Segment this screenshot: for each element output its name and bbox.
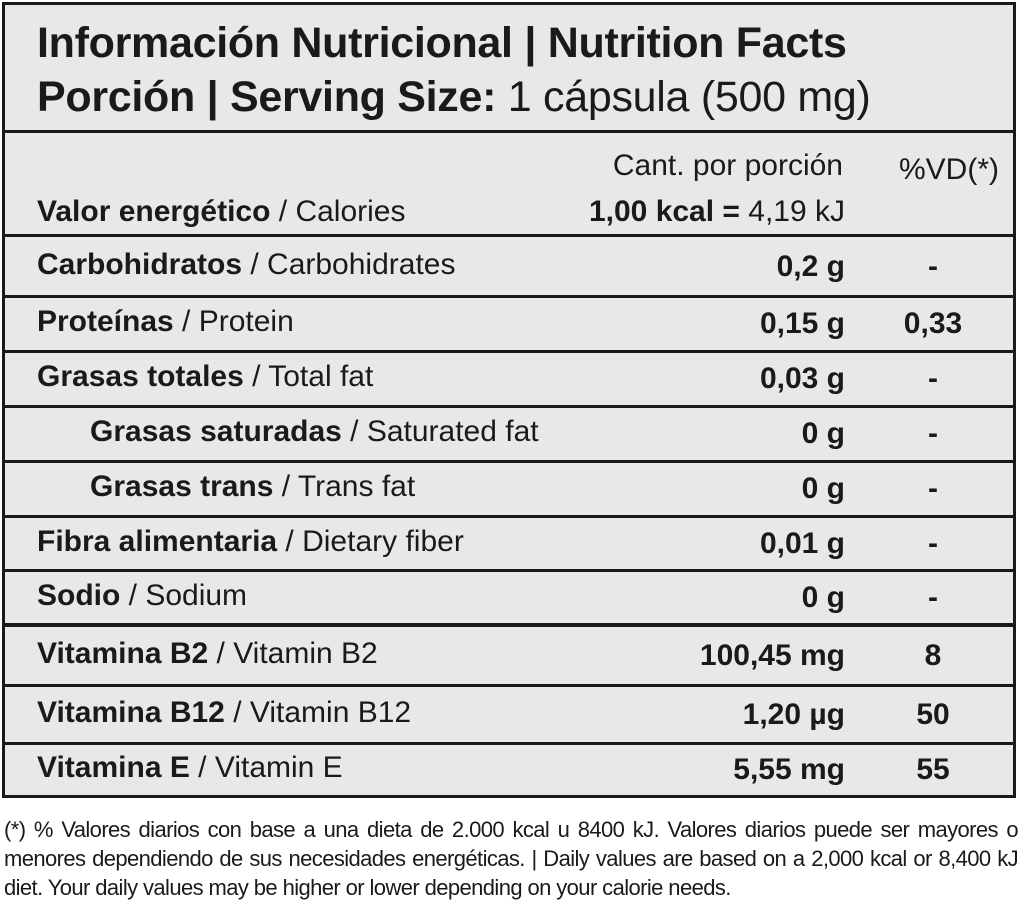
nutrient-name: Vitamina E / Vitamin E — [37, 750, 343, 784]
nutrient-row-saturated-fat: Grasas saturadas / Saturated fat 0 g - — [5, 408, 1013, 463]
nutrient-row-protein: Proteínas / Protein 0,15 g 0,33 — [5, 298, 1013, 353]
serving-size-label: Porción | Serving Size: — [37, 73, 497, 121]
nutrient-row-dietary-fiber: Fibra alimentaria / Dietary fiber 0,01 g… — [5, 518, 1013, 572]
nutrient-name: Grasas saturadas / Saturated fat — [90, 414, 539, 448]
daily-value-footnote: (*) % Valores diarios con base a una die… — [4, 817, 1019, 900]
nutrient-dv: - — [928, 362, 938, 395]
nutrient-amount: 0,01 g — [759, 526, 845, 560]
nutrient-amount: 1,20 µg — [742, 697, 845, 731]
nutrient-amount: 100,45 mg — [699, 638, 845, 672]
nutrient-dv: 0,33 — [903, 307, 963, 340]
nutrient-row-vitamin-b12: Vitamina B12 / Vitamin B12 1,20 µg 50 — [5, 687, 1013, 745]
nutrient-dv: 50 — [916, 697, 950, 731]
nutrient-amount: 0 g — [801, 417, 845, 450]
energy-name-es: Valor energético — [37, 195, 271, 228]
dv-column-header: %VD(*) — [898, 153, 999, 186]
nutrient-row-total-fat: Grasas totales / Total fat 0,03 g - — [5, 353, 1013, 408]
nutrient-dv: - — [928, 417, 938, 450]
nutrition-facts-panel: Información Nutricional | Nutrition Fact… — [2, 2, 1016, 798]
amount-column-header: Cant. por porción — [612, 149, 843, 182]
nutrient-name: Grasas trans / Trans fat — [90, 469, 416, 503]
energy-name: Valor energético / Calories — [37, 195, 405, 229]
serving-size-value: 1 cápsula (500 mg) — [507, 73, 871, 121]
nutrient-name: Sodio / Sodium — [37, 578, 248, 612]
nutrient-name: Grasas totales / Total fat — [37, 359, 374, 393]
energy-amount: 1,00 kcal = 4,19 kJ — [589, 195, 845, 229]
serving-size: Porción | Serving Size: 1 cápsula (500 m… — [37, 73, 871, 122]
nutrient-amount: 0 g — [801, 472, 845, 505]
nutrient-row-trans-fat: Grasas trans / Trans fat 0 g - — [5, 463, 1013, 518]
nutrient-dv: - — [928, 580, 938, 614]
nutrition-title: Información Nutricional | Nutrition Fact… — [37, 19, 847, 67]
nutrient-dv: - — [928, 526, 938, 560]
nutrient-name: Vitamina B12 / Vitamin B12 — [37, 695, 412, 729]
nutrient-row-sodium: Sodio / Sodium 0 g - — [5, 572, 1013, 627]
nutrient-row-carbohydrates: Carbohidratos / Carbohidrates 0,2 g - — [5, 239, 1013, 298]
energy-name-en: / Calories — [270, 195, 406, 228]
energy-kcal: 1,00 kcal = — [588, 195, 740, 228]
nutrient-row-vitamin-e: Vitamina E / Vitamin E 5,55 mg 55 — [5, 745, 1013, 795]
nutrient-row-vitamin-b2: Vitamina B2 / Vitamin B2 100,45 mg 8 — [5, 627, 1013, 687]
nutrient-amount: 0 g — [801, 580, 845, 614]
energy-kj: 4,19 kJ — [739, 195, 845, 228]
nutrient-amount: 0,2 g — [776, 250, 845, 283]
nutrient-name: Carbohidratos / Carbohidrates — [37, 247, 456, 281]
nutrition-header: Información Nutricional | Nutrition Fact… — [5, 5, 1013, 133]
nutrient-amount: 0,03 g — [759, 362, 845, 395]
nutrient-dv: - — [928, 250, 938, 283]
nutrient-amount: 5,55 mg — [733, 753, 845, 786]
nutrient-dv: - — [928, 472, 938, 505]
nutrient-name: Fibra alimentaria / Dietary fiber — [37, 524, 464, 558]
energy-section: Cant. por porción %VD(*) Valor energétic… — [5, 139, 1013, 237]
nutrient-dv: 8 — [924, 638, 942, 672]
nutrient-name: Proteínas / Protein — [37, 304, 294, 338]
nutrient-amount: 0,15 g — [759, 307, 845, 340]
nutrient-name: Vitamina B2 / Vitamin B2 — [37, 636, 378, 670]
nutrient-dv: 55 — [916, 753, 950, 786]
